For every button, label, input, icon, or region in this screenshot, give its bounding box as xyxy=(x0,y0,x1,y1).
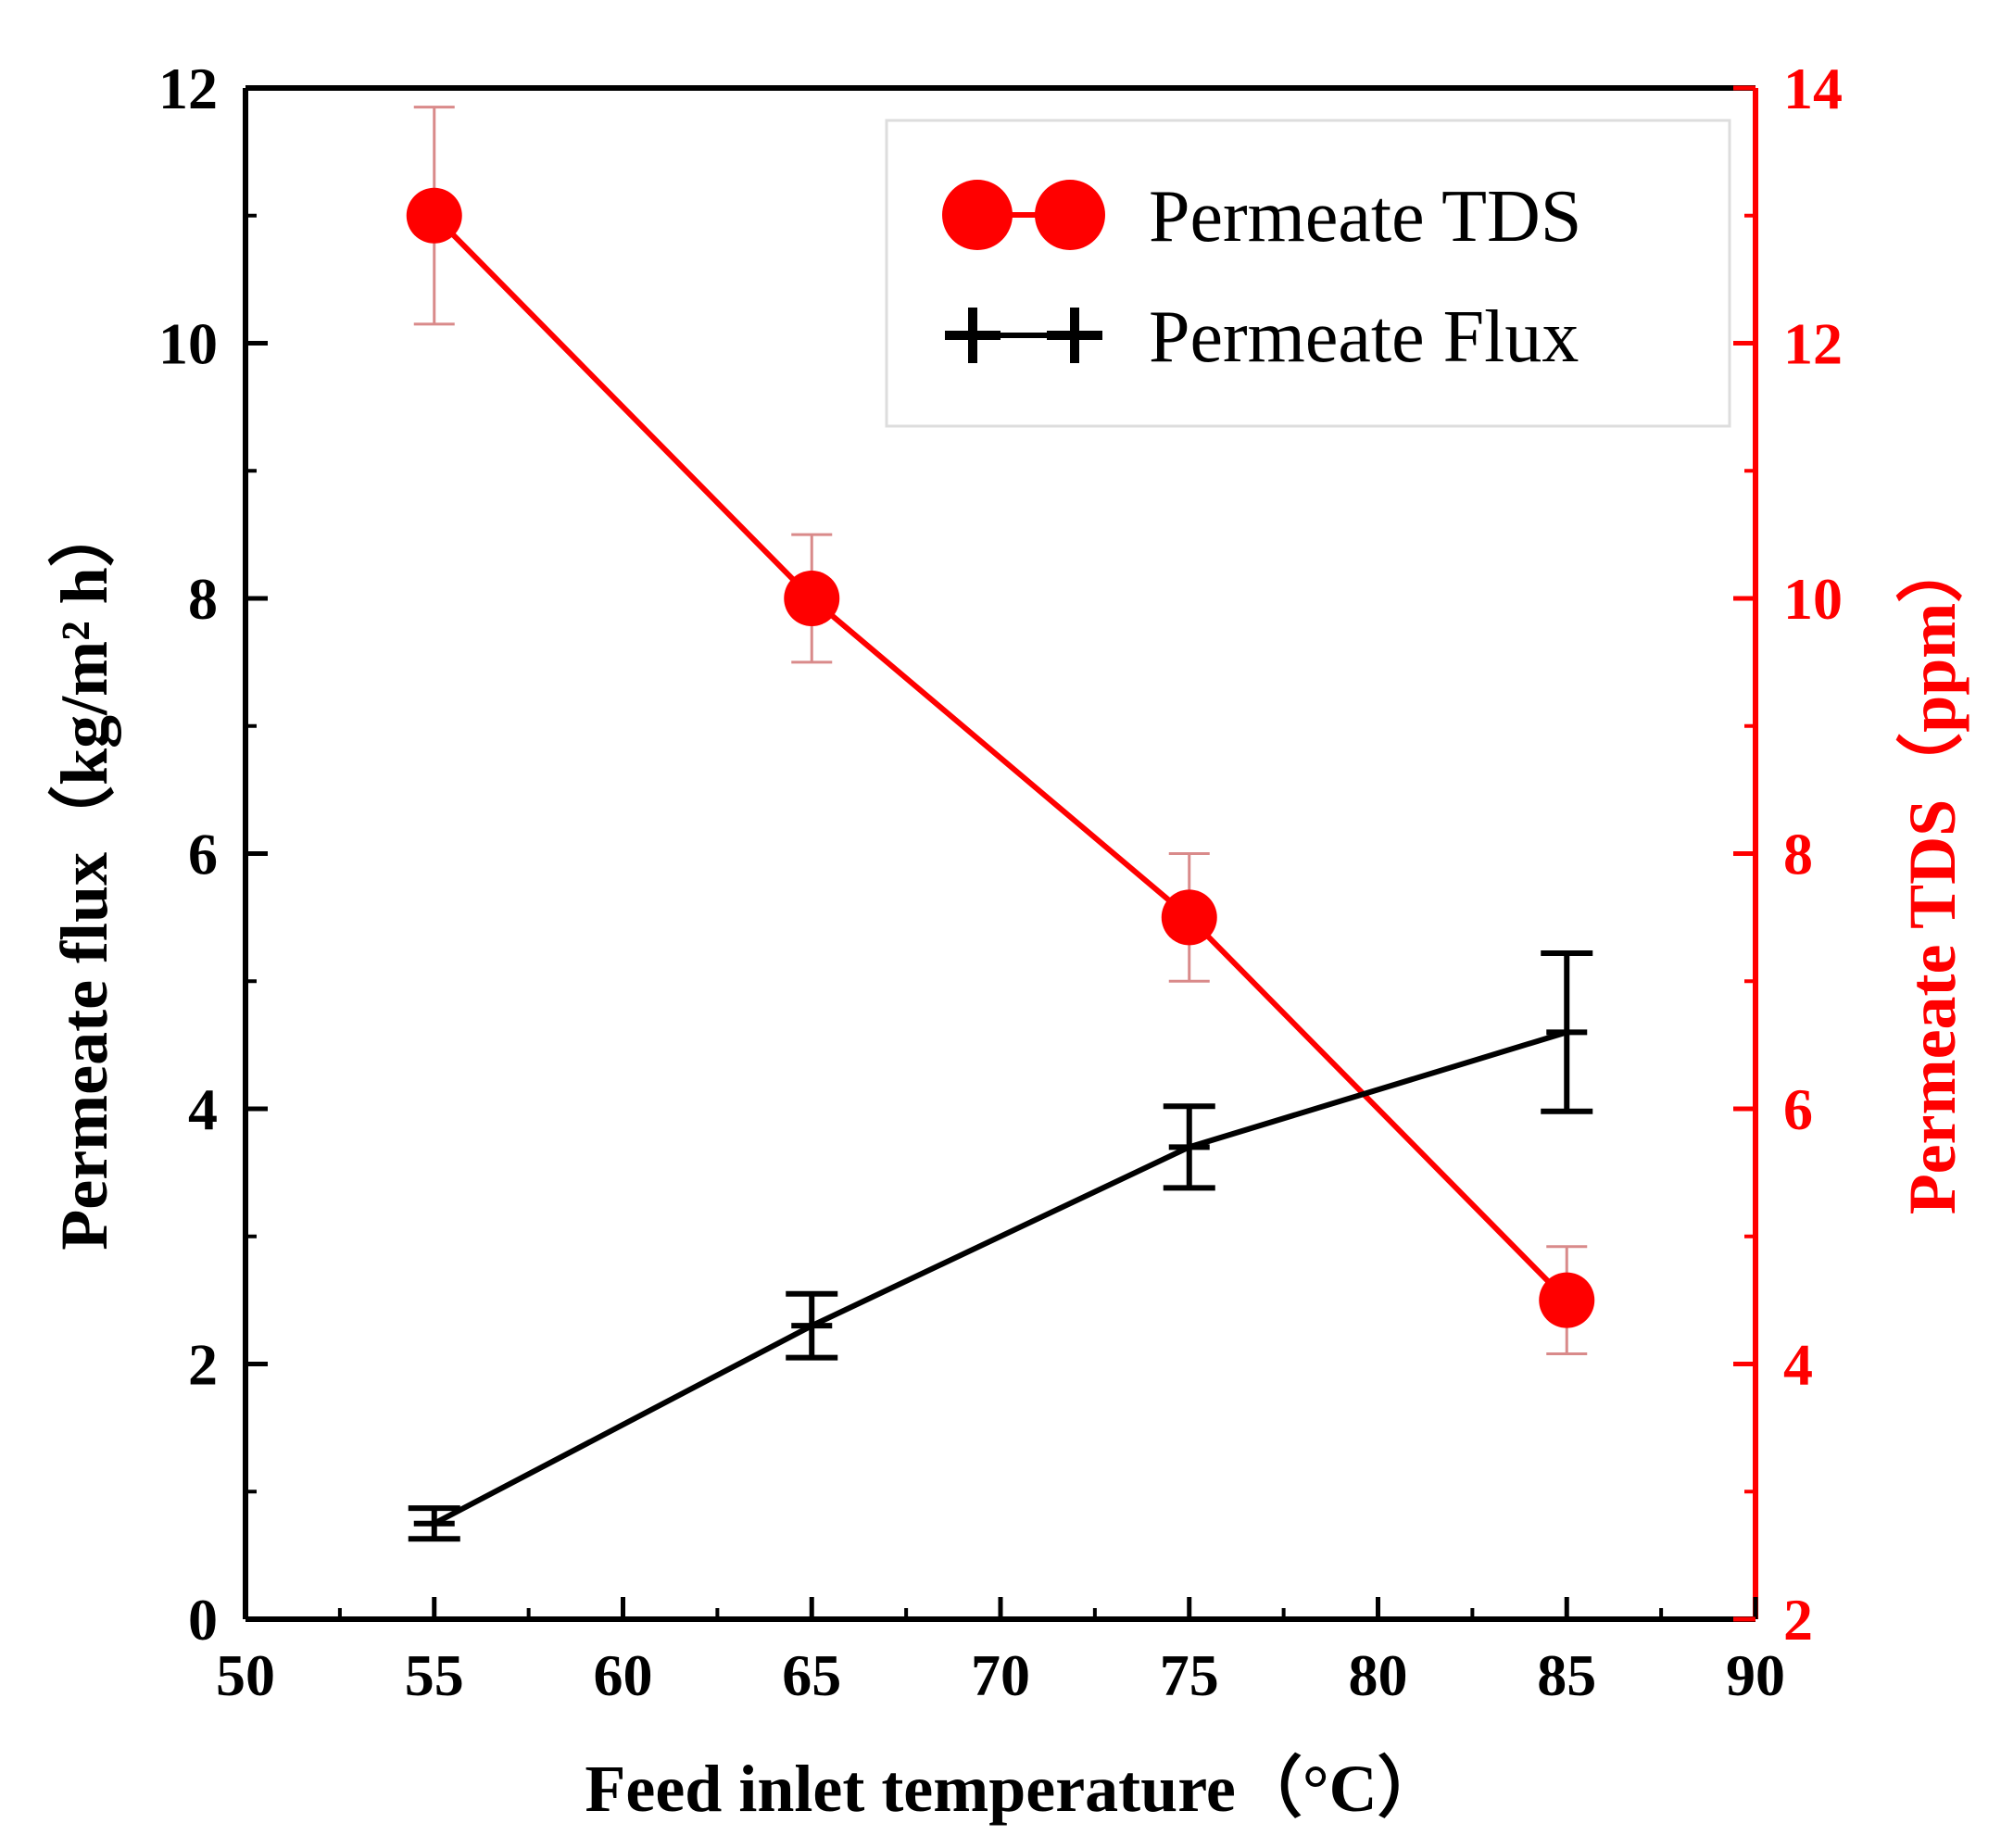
tds-point xyxy=(406,187,462,244)
y2-tick-label: 6 xyxy=(1783,1076,1813,1142)
y2-axis-title: Permeate TDS（ppm） xyxy=(1895,536,1970,1215)
y2-tick-label: 14 xyxy=(1783,56,1843,121)
legend-tds-label: Permeate TDS xyxy=(1149,176,1581,258)
x-axis-title: Feed inlet temperature（°C） xyxy=(585,1752,1443,1826)
x-tick-label: 65 xyxy=(782,1642,841,1708)
x-tick-label: 60 xyxy=(594,1642,653,1708)
x-tick-label: 85 xyxy=(1537,1642,1596,1708)
legend-flux-marker-right xyxy=(1047,308,1102,363)
y2-tick-label: 4 xyxy=(1783,1332,1813,1398)
y2-tick-label: 12 xyxy=(1783,311,1843,377)
y2-tick-label: 10 xyxy=(1783,566,1843,632)
y-tick-label: 12 xyxy=(158,56,218,121)
x-tick-label: 80 xyxy=(1349,1642,1408,1708)
x-tick-label: 90 xyxy=(1726,1642,1785,1708)
x-tick-label: 70 xyxy=(971,1642,1030,1708)
y-tick-label: 2 xyxy=(188,1332,218,1398)
tds-point xyxy=(784,571,840,626)
y2-tick-label: 8 xyxy=(1783,822,1813,887)
legend-tds-marker-left xyxy=(942,180,1013,250)
y-tick-label: 8 xyxy=(188,566,218,632)
legend-flux-marker-left xyxy=(945,308,1000,363)
legend: Permeate TDS Permeate Flux xyxy=(885,119,1731,428)
y-axis-title: Permeate flux（kg/m² h） xyxy=(47,500,121,1250)
x-tick-label: 55 xyxy=(405,1642,464,1708)
legend-tds-marker-right xyxy=(1035,180,1105,250)
legend-flux-label: Permeate Flux xyxy=(1149,296,1579,378)
y-tick-label: 6 xyxy=(188,822,218,887)
y2-tick-label: 2 xyxy=(1783,1587,1813,1653)
flux-line xyxy=(433,1029,1568,1527)
legend-box xyxy=(885,119,1731,428)
tds-line xyxy=(432,213,1569,1302)
y-tick-label: 4 xyxy=(188,1076,218,1142)
y-tick-label: 10 xyxy=(158,311,218,377)
y-tick-label: 0 xyxy=(188,1587,218,1653)
tds-point xyxy=(1539,1272,1595,1328)
x-tick-label: 50 xyxy=(216,1642,275,1708)
tds-point xyxy=(1161,889,1217,946)
x-tick-label: 75 xyxy=(1160,1642,1219,1708)
chart-body: 50 55 60 65 70 75 80 85 90 0 2 4 6 8 10 12 2 4 6 8 10 12 14 xyxy=(158,56,1843,1708)
